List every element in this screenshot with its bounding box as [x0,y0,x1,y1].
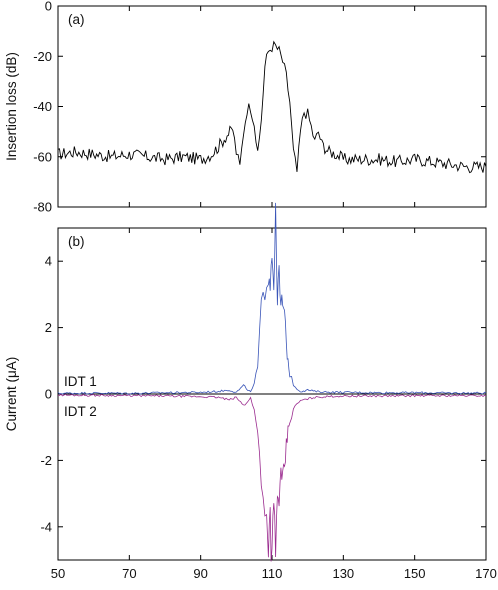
x-tick-label: 90 [193,566,207,581]
series-line-insertion-loss [57,40,487,174]
panel-a-insertion-loss: 0 -20 -40 -60 -80 (a) Insertion loss (dB) [4,0,487,215]
x-tick-label: 130 [332,566,354,581]
series-line-idt-2 [57,393,487,562]
x-tick-label: 70 [122,566,136,581]
y-tick-label: -20 [33,49,52,64]
y-tick-label: 0 [45,387,52,402]
panel-b-current: 4 2 0 -2 -4 50 70 90 110 130 150 170 (b) IDT 1 IDT 2 Cu… [4,202,497,590]
y-tick-label: 2 [45,320,52,335]
y-tick-label: -60 [33,149,52,164]
panel-label: (a) [68,12,85,27]
y-axis-label: Current (μA) [4,357,19,432]
y-tick-label: 0 [45,0,52,14]
series-name-label: IDT 2 [64,404,97,419]
y-tick-label: -80 [33,200,52,215]
plot-frame [57,5,487,208]
y-tick-label: -40 [33,99,52,114]
panel-label: (b) [68,234,85,249]
y-tick-label: 4 [45,254,52,269]
y-axis-label: Insertion loss (dB) [4,52,19,161]
x-tick-label: 170 [475,566,497,581]
y-tick-label: -2 [40,453,52,468]
y-tick-label: -4 [40,519,52,534]
x-tick-label: 50 [51,566,65,581]
x-tick-label: 110 [262,566,283,581]
x-tick-label: 150 [404,566,426,581]
series-name-label: IDT 1 [64,374,97,389]
series-line-idt-1 [57,202,487,395]
